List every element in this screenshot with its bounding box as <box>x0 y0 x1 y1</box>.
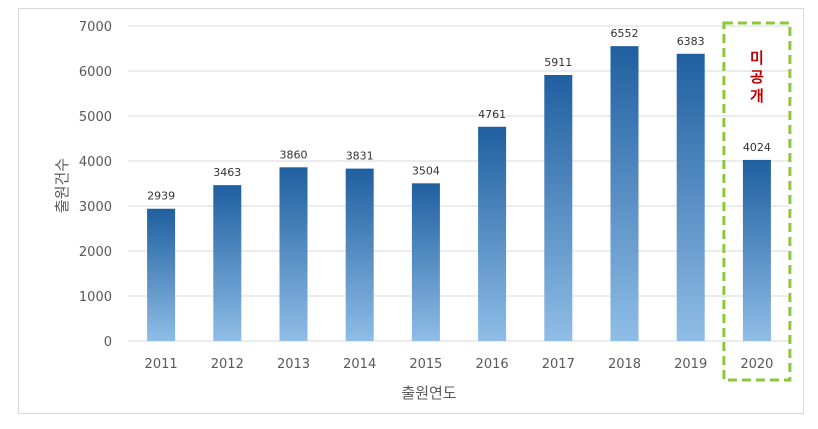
data-label-2016: 4761 <box>478 108 506 121</box>
annotation: 미공개 <box>722 21 792 382</box>
data-label-2019: 6383 <box>677 35 705 48</box>
bars <box>147 46 771 341</box>
y-tick-label: 4000 <box>79 155 112 170</box>
x-tick-label-2013: 2013 <box>277 357 310 372</box>
x-tick-label-2020: 2020 <box>740 357 773 372</box>
x-tick-label-2017: 2017 <box>542 357 575 372</box>
annotation-box <box>722 21 792 382</box>
y-tick-label: 5000 <box>79 110 112 125</box>
data-labels: 2939 3463 3860 3831 3504 4761 5911 6552 6383 4024 <box>147 27 771 203</box>
y-tick-label: 1000 <box>79 290 112 305</box>
data-label-2015: 3504 <box>412 164 440 177</box>
y-tick-label: 3000 <box>79 200 112 215</box>
annotation-char: 미 <box>750 49 764 67</box>
bar-2019 <box>676 53 705 341</box>
data-label-2020: 4024 <box>743 141 771 154</box>
y-axis-title: 출원건수 <box>53 158 71 213</box>
x-axis-title: 출원연도 <box>401 384 456 402</box>
x-tick-label-2018: 2018 <box>608 357 641 372</box>
x-tick-label-2019: 2019 <box>674 357 707 372</box>
y-tick-label: 6000 <box>79 65 112 80</box>
data-label-2018: 6552 <box>611 27 639 40</box>
bar-2018 <box>610 46 639 341</box>
data-label-2013: 3860 <box>280 148 308 161</box>
x-tick-label-2014: 2014 <box>343 357 376 372</box>
bar-2017 <box>544 75 573 341</box>
y-axis-ticks: 0 1000 2000 3000 4000 5000 6000 7000 <box>79 20 112 350</box>
bar-2020 <box>742 159 771 341</box>
bar-2015 <box>411 183 440 341</box>
bar-2014 <box>345 168 374 341</box>
data-label-2012: 3463 <box>213 166 241 179</box>
annotation-char: 공 <box>750 68 764 86</box>
x-tick-label-2015: 2015 <box>409 357 442 372</box>
annotation-char: 개 <box>750 87 764 105</box>
data-label-2017: 5911 <box>544 56 572 69</box>
bar-2016 <box>478 126 507 341</box>
x-tick-label-2016: 2016 <box>476 357 509 372</box>
bar-2013 <box>279 167 308 341</box>
y-tick-label: 2000 <box>79 245 112 260</box>
y-tick-label: 7000 <box>79 20 112 35</box>
x-axis-ticks: 2011 2012 2013 2014 2015 2016 2017 2018 2019 2020 <box>145 357 774 372</box>
x-tick-label-2011: 2011 <box>145 357 178 372</box>
x-tick-label-2012: 2012 <box>211 357 244 372</box>
data-label-2014: 3831 <box>346 150 374 163</box>
data-label-2011: 2939 <box>147 190 175 203</box>
bar-2011 <box>147 208 176 341</box>
y-tick-label: 0 <box>104 335 112 350</box>
bar-2012 <box>213 185 242 341</box>
